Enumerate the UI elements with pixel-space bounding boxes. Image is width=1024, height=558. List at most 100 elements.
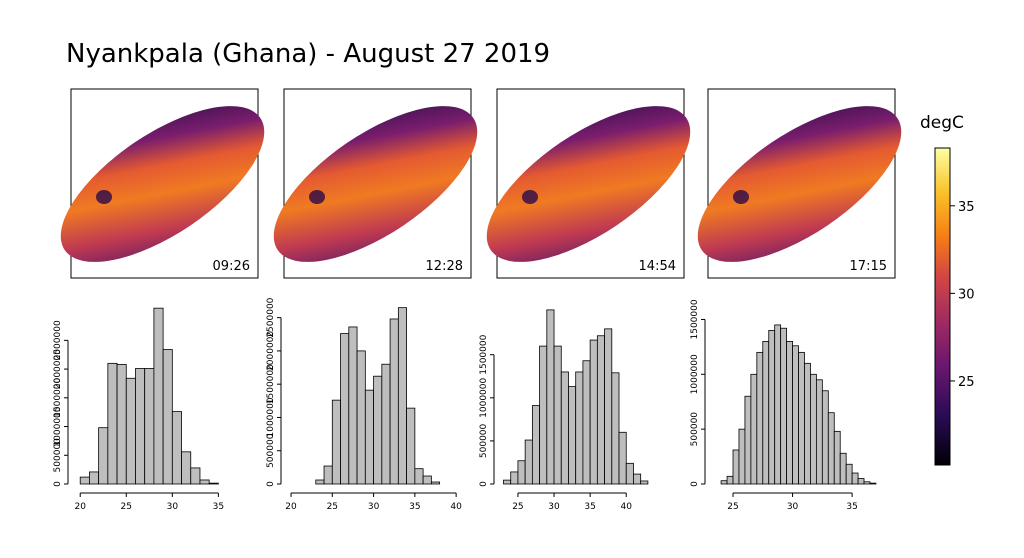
- histogram-bar: [539, 345, 548, 485]
- figure-title: Nyankpala (Ghana) - August 27 2019: [66, 39, 550, 69]
- histogram-bar: [531, 405, 540, 485]
- histogram-bar: [331, 399, 341, 485]
- histogram-bar: [422, 475, 432, 485]
- y-tick-label: 500000: [53, 438, 63, 473]
- x-tick-label: 20: [285, 502, 297, 512]
- field-feature: [96, 190, 112, 204]
- histogram-bar: [181, 451, 192, 485]
- histogram-bar: [762, 340, 770, 485]
- thermal-image: [60, 106, 265, 262]
- colorbar-tick-label: 35: [958, 200, 975, 215]
- histogram-bar: [356, 350, 366, 485]
- histogram-bar: [851, 472, 859, 485]
- histogram-bar: [389, 318, 399, 485]
- y-tick-label: 0: [53, 481, 63, 487]
- histogram-bar: [582, 360, 591, 485]
- histogram-bar: [869, 482, 877, 485]
- histogram-bar: [792, 345, 799, 485]
- x-tick-label: 35: [584, 502, 595, 512]
- histogram-bar: [560, 371, 569, 485]
- y-tick-label: 1000000: [266, 397, 276, 437]
- histogram-bar: [768, 330, 776, 485]
- y-tick-label: 2000000: [53, 349, 63, 389]
- x-tick-label: 20: [74, 502, 86, 512]
- histogram-bar: [397, 307, 408, 485]
- field-feature: [522, 190, 538, 204]
- histogram-bar: [89, 471, 100, 485]
- histogram-bar: [568, 386, 577, 485]
- histogram-bar: [633, 473, 642, 485]
- y-tick-label: 1500000: [53, 377, 63, 417]
- x-tick-label: 25: [727, 502, 738, 512]
- histogram-bar: [406, 407, 416, 485]
- field-feature: [733, 190, 749, 204]
- histogram-bar: [373, 375, 383, 485]
- time-label: 09:26: [213, 259, 250, 274]
- x-tick-label: 30: [167, 502, 179, 512]
- histogram-bar: [810, 373, 817, 485]
- histogram-bar: [208, 482, 219, 485]
- histogram-bar: [381, 363, 391, 485]
- y-tick-label: 1000000: [53, 406, 63, 446]
- x-tick-label: 40: [450, 502, 462, 512]
- histogram-bar: [774, 324, 782, 485]
- histogram-bar: [821, 390, 829, 485]
- histogram-bar: [414, 468, 424, 485]
- histogram-bar: [640, 480, 649, 485]
- histogram-bar: [546, 309, 555, 485]
- histogram-bar: [744, 395, 752, 485]
- x-tick-label: 35: [213, 502, 224, 512]
- histogram-bar: [364, 389, 374, 485]
- x-tick-label: 25: [327, 502, 338, 512]
- x-tick-label: 35: [409, 502, 420, 512]
- histogram-bar: [857, 478, 865, 485]
- colorbar-label: degC: [920, 113, 964, 133]
- histogram-bar: [839, 452, 847, 485]
- histogram-bar: [863, 481, 871, 485]
- thermal-image: [273, 106, 478, 262]
- histogram-bar: [79, 476, 90, 485]
- histogram-bar: [199, 479, 210, 485]
- histogram-bar: [116, 364, 127, 485]
- x-tick-label: 30: [548, 502, 560, 512]
- histogram-bar: [833, 430, 841, 485]
- histogram-bar: [430, 481, 441, 485]
- histogram-bar: [780, 327, 788, 485]
- thermal-image: [486, 106, 691, 262]
- y-tick-label: 1500000: [266, 364, 276, 404]
- histogram-bar: [589, 339, 598, 485]
- histogram-bar: [153, 307, 164, 485]
- y-tick-label: 2500000: [53, 320, 63, 360]
- y-tick-label: 0: [266, 481, 276, 487]
- histogram-bar: [107, 362, 118, 485]
- histogram-bar: [804, 362, 811, 485]
- time-label: 14:54: [639, 259, 676, 274]
- y-tick-label: 1000000: [479, 377, 489, 417]
- histogram-bar: [750, 373, 758, 485]
- histogram-bar: [510, 471, 519, 485]
- histogram-bar: [98, 427, 109, 485]
- x-tick-label: 30: [787, 502, 799, 512]
- histogram-bar: [827, 412, 835, 485]
- histogram-bar: [125, 377, 136, 485]
- histogram-bar: [517, 460, 526, 485]
- histogram-bar: [625, 462, 634, 485]
- y-tick-label: 2000000: [266, 331, 276, 371]
- x-tick-label: 25: [512, 502, 523, 512]
- histogram-bar: [604, 328, 613, 485]
- x-tick-label: 35: [846, 502, 857, 512]
- histogram-bar: [144, 368, 155, 485]
- histogram-bar: [815, 379, 823, 485]
- histogram-bar: [786, 340, 793, 485]
- histogram-bar: [503, 479, 512, 485]
- histogram-bar: [720, 480, 728, 485]
- y-tick-label: 2500000: [266, 297, 276, 337]
- y-tick-label: 500000: [266, 433, 276, 468]
- histogram-bar: [798, 351, 805, 485]
- y-tick-label: 0: [690, 481, 700, 487]
- time-label: 17:15: [850, 259, 887, 274]
- x-tick-label: 30: [368, 502, 380, 512]
- histogram-bar: [596, 335, 605, 485]
- histogram-bar: [348, 326, 358, 485]
